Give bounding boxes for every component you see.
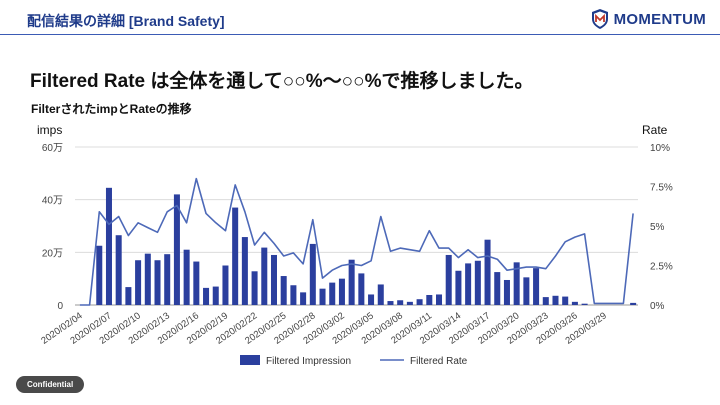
bar: [96, 245, 103, 305]
bar: [115, 235, 122, 305]
bar: [212, 286, 219, 305]
bar: [193, 261, 200, 305]
bar: [135, 260, 142, 305]
y-left-tick-label: 60万: [42, 143, 63, 154]
bar: [581, 303, 588, 305]
bar: [300, 292, 307, 305]
bar: [523, 277, 530, 305]
bar: [630, 302, 637, 305]
y-left-tick-label: 40万: [42, 196, 63, 207]
y-right-axis-title: Rate: [642, 123, 668, 137]
bar: [562, 296, 569, 305]
bar: [232, 207, 239, 305]
bar: [183, 249, 190, 305]
bar: [533, 268, 540, 305]
y-right-tick-label: 2.5%: [650, 262, 673, 273]
bar: [474, 260, 481, 305]
bar: [329, 282, 336, 305]
bar: [416, 299, 423, 305]
bar: [309, 243, 316, 305]
y-left-tick-label: 0: [57, 301, 63, 312]
bar: [203, 287, 210, 305]
bar: [144, 253, 151, 305]
bar: [397, 300, 404, 305]
y-right-tick-label: 10%: [650, 143, 670, 154]
page-title: 配信結果の詳細 [Brand Safety]: [27, 13, 225, 29]
header-divider: [0, 34, 720, 35]
bar: [241, 237, 248, 305]
bar: [222, 265, 229, 305]
bar: [455, 270, 462, 305]
headline: Filtered Rate は全体を通して○○%～○○%で推移しました。: [30, 71, 534, 92]
legend-bar-label: Filtered Impression: [266, 356, 351, 367]
bar: [164, 254, 171, 305]
bar: [251, 271, 258, 305]
bar: [406, 301, 413, 305]
bar: [387, 301, 394, 305]
bar: [377, 284, 384, 305]
bar: [261, 247, 268, 305]
bar: [465, 263, 472, 305]
bar: [290, 285, 297, 305]
bar: [358, 273, 365, 305]
bar: [280, 276, 287, 305]
bar: [571, 301, 578, 305]
confidential-badge: Confidential: [16, 376, 85, 393]
y-left-tick-label: 20万: [42, 248, 63, 259]
y-left-axis-title: imps: [37, 123, 62, 137]
y-right-tick-label: 0%: [650, 301, 665, 312]
bar: [125, 287, 132, 305]
legend-line-label: Filtered Rate: [410, 356, 468, 367]
bar: [445, 254, 452, 305]
shield-icon: [591, 9, 608, 29]
bar: [368, 294, 375, 305]
bar: [552, 295, 559, 305]
rate-line: [79, 177, 634, 306]
bar: [542, 297, 549, 305]
momentum-logo: MOMENTUM: [590, 8, 706, 30]
bar: [348, 259, 355, 305]
bar: [503, 279, 510, 305]
bar: [513, 262, 520, 305]
bar: [173, 194, 180, 305]
bar: [270, 254, 278, 305]
chart-title: FilterされたimpとRateの推移: [31, 102, 192, 116]
bar: [435, 294, 443, 305]
bar: [154, 260, 161, 305]
y-right-tick-label: 7.5%: [650, 183, 673, 194]
legend-bar-swatch: [240, 355, 260, 365]
bar: [105, 187, 112, 305]
bar: [426, 294, 433, 305]
bar: [484, 239, 491, 305]
y-right-tick-label: 5%: [650, 222, 665, 233]
bar: [494, 272, 501, 305]
bar: [319, 288, 326, 305]
logo-text: MOMENTUM: [613, 10, 706, 28]
bar: [338, 278, 345, 305]
